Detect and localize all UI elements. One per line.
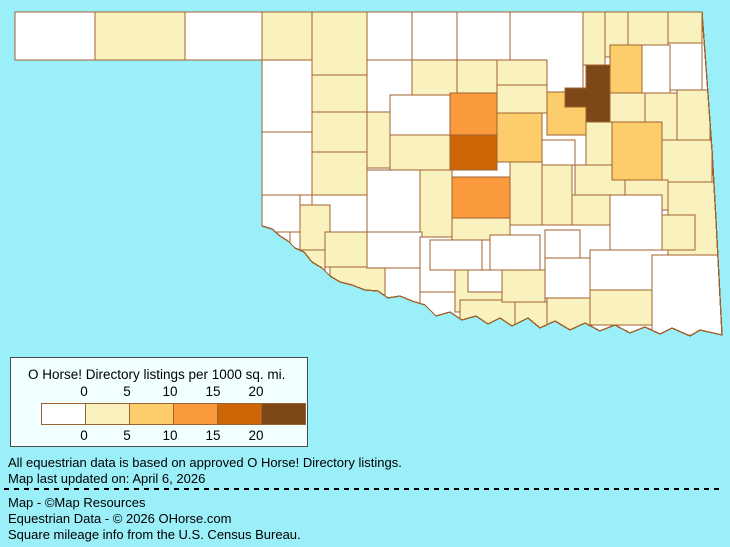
legend-swatch-0 <box>42 404 85 424</box>
county-lincoln[interactable] <box>496 112 543 163</box>
county-beaver[interactable] <box>184 12 263 61</box>
county-muskogee[interactable] <box>611 121 663 181</box>
legend-tick: 0 <box>80 428 88 443</box>
census-credit: Square mileage info from the U.S. Census… <box>8 527 301 542</box>
legend-swatch-20+ <box>261 404 305 424</box>
county-choctaw[interactable] <box>589 289 653 326</box>
legend-ticks-bottom: 0 5 10 15 20 <box>41 428 301 443</box>
legend-tick: 10 <box>162 428 178 443</box>
county-kiowa[interactable] <box>324 231 368 268</box>
county-caddo[interactable] <box>366 169 421 233</box>
county-coal[interactable] <box>544 229 581 259</box>
legend-tick: 5 <box>123 428 131 443</box>
county-pittsburg[interactable] <box>609 194 663 251</box>
state-outline <box>14 11 723 337</box>
legend-tick: 10 <box>162 384 178 399</box>
county-payne[interactable] <box>496 84 548 114</box>
county-texas[interactable] <box>94 12 186 61</box>
county-harper[interactable] <box>261 12 313 61</box>
county-grant[interactable] <box>411 12 458 61</box>
legend-swatch-5-10 <box>129 404 173 424</box>
county-roger-mills[interactable] <box>261 131 313 196</box>
county-johnston[interactable] <box>501 269 546 303</box>
county-okmulgee[interactable] <box>585 121 613 166</box>
legend-title: O Horse! Directory listings per 1000 sq.… <box>28 367 286 382</box>
county-rogers[interactable] <box>609 44 643 94</box>
county-comanche[interactable] <box>366 231 423 269</box>
county-murray[interactable] <box>467 269 503 293</box>
legend-tick: 0 <box>80 384 88 399</box>
oklahoma-county-map <box>14 11 723 337</box>
county-kingfisher[interactable] <box>389 94 451 136</box>
legend-swatch-15-20 <box>217 404 261 424</box>
last-updated-note: Map last updated on: April 6, 2026 <box>8 471 206 486</box>
county-custer[interactable] <box>311 151 368 196</box>
legend-color-bar <box>41 403 306 425</box>
county-harmon[interactable] <box>261 231 291 268</box>
county-cimarron[interactable] <box>15 12 96 61</box>
county-cleveland[interactable] <box>451 176 511 219</box>
county-sequoyah[interactable] <box>661 139 713 183</box>
county-logan[interactable] <box>449 92 498 136</box>
county-kay[interactable] <box>456 12 511 61</box>
county-woods[interactable] <box>311 12 368 76</box>
county-oklahoma[interactable] <box>449 134 498 171</box>
county-ottawa[interactable] <box>667 12 703 44</box>
county-ellis[interactable] <box>261 59 313 133</box>
county-okfuskee[interactable] <box>541 139 576 166</box>
county-pawnee[interactable] <box>496 59 548 86</box>
county-adair[interactable] <box>676 89 711 141</box>
legend-tick: 15 <box>205 384 221 399</box>
county-garvin[interactable] <box>429 239 483 271</box>
county-delaware[interactable] <box>667 42 703 91</box>
county-atoka[interactable] <box>544 257 591 299</box>
legend-swatch-10-15 <box>173 404 217 424</box>
county-alfalfa[interactable] <box>366 12 413 61</box>
legend-tick: 5 <box>123 384 131 399</box>
data-disclaimer: All equestrian data is based on approved… <box>8 455 402 470</box>
county-grady[interactable] <box>419 169 453 238</box>
county-jackson[interactable] <box>279 249 326 296</box>
county-blaine[interactable] <box>366 111 391 169</box>
county-wagoner[interactable] <box>609 92 646 123</box>
legend-tick: 20 <box>248 384 264 399</box>
county-tulsa[interactable] <box>564 64 611 123</box>
legend-ticks-top: 0 5 10 15 20 <box>41 384 301 399</box>
equestrian-data-credit: Equestrian Data - © 2026 OHorse.com <box>8 511 232 526</box>
county-noble[interactable] <box>456 59 498 94</box>
legend-tick: 20 <box>248 428 264 443</box>
legend-box: O Horse! Directory listings per 1000 sq.… <box>10 357 308 447</box>
legend-swatch-0-5 <box>85 404 129 424</box>
county-hughes[interactable] <box>571 194 611 226</box>
county-woodward[interactable] <box>311 74 368 113</box>
county-beckham[interactable] <box>261 194 301 233</box>
map-credit: Map - ©Map Resources <box>8 495 146 510</box>
legend-tick: 15 <box>205 428 221 443</box>
county-washington[interactable] <box>582 12 606 66</box>
county-dewey[interactable] <box>311 111 368 153</box>
county-seminole[interactable] <box>541 164 573 226</box>
county-mayes[interactable] <box>641 44 671 94</box>
county-pottawatomie[interactable] <box>509 161 543 226</box>
county-canadian[interactable] <box>389 134 451 171</box>
county-mccurtain[interactable] <box>651 254 722 336</box>
dashed-separator <box>4 488 721 490</box>
county-pontotoc[interactable] <box>489 234 541 271</box>
